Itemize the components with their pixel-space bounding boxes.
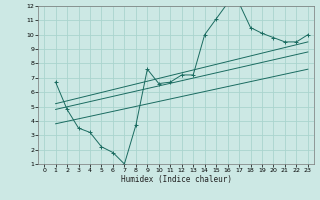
X-axis label: Humidex (Indice chaleur): Humidex (Indice chaleur) xyxy=(121,175,231,184)
